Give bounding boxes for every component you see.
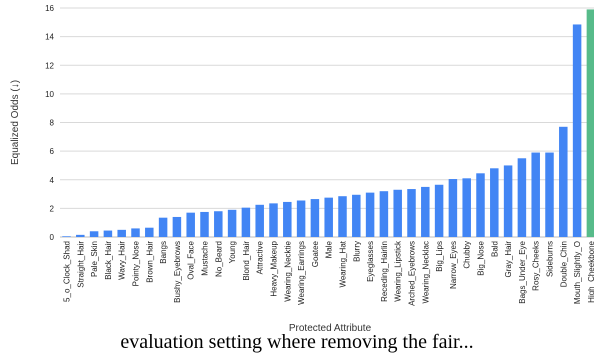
y-tick-label: 8 [50, 119, 55, 128]
x-tick-label: Double_Chin [559, 241, 568, 287]
bar-wearing-earrings [296, 200, 306, 237]
bar-wearing-necklac [421, 186, 430, 237]
x-tick-label: Wearing_Necktie [283, 240, 292, 301]
x-tick-label: Bald [490, 241, 499, 257]
bar-big-nose [476, 173, 485, 237]
x-tick-label: Goatee [311, 240, 320, 267]
bar-wavy-hair [117, 229, 126, 237]
x-tick-label: Heavy_Makeup [270, 240, 279, 296]
x-tick-label: Black_Hair [104, 241, 113, 280]
x-tick-label: Pale_Skin [90, 241, 99, 277]
bar-bags-under-eye [517, 158, 527, 237]
y-tick-label: 6 [50, 147, 55, 156]
x-tick-label: Young [228, 241, 237, 263]
bar-arched-eyebrows [407, 189, 416, 237]
x-tick-label: Bushy_Eyebrows [173, 241, 182, 303]
x-tick-label: Arched_Eyebrows [408, 241, 417, 306]
bar-no-beard [214, 211, 223, 237]
y-tick-label: 10 [45, 90, 54, 99]
x-tick-label: High_Cheekbone [587, 240, 594, 302]
bar-oval-face [186, 212, 195, 237]
x-tick-label: Wearing_Earrings [297, 241, 306, 305]
bar-chubby [462, 178, 471, 237]
x-tick-label: Narrow_Eyes [449, 241, 458, 289]
x-tick-label: Bags_Under_Eye [518, 240, 527, 303]
bar-bald [490, 168, 499, 237]
y-tick-labels: 0 2 4 6 8 10 12 14 16 [45, 4, 54, 242]
x-tick-label: 5_o_Clock_Shad [63, 241, 72, 302]
x-axis-title: Protected Attribute [289, 323, 372, 334]
bar-wearing-necktie [283, 201, 292, 237]
x-tick-label: Big_Nose [477, 240, 486, 275]
bar-receding-hairlin [379, 191, 389, 237]
bar-bushy-eyebrows [172, 216, 182, 237]
y-tick-label: 12 [45, 61, 54, 70]
bars [62, 9, 594, 238]
bar-wearing-hat [338, 196, 347, 237]
bar-bangs [158, 217, 168, 237]
x-tick-label: No_Beard [214, 241, 223, 277]
x-tick-label: Eyeglasses [366, 241, 375, 282]
x-tick-label: Wearing_Hat [339, 240, 348, 287]
bar-straight-hair [76, 234, 85, 237]
equalized-odds-bar-chart: 0 2 4 6 8 10 12 14 16 5_o_Clock_Shad Straight_Hai… [10, 4, 594, 334]
x-tick-label: Sideburns [546, 241, 555, 277]
bar-5-o-clock-shad [62, 236, 71, 237]
x-tick-label: Receding_Hairlin [380, 241, 389, 302]
bar-brown-hair [145, 227, 154, 237]
bar-male [324, 197, 333, 237]
bar-black-hair [103, 230, 113, 237]
bar-mustache [200, 211, 209, 237]
bar-sideburns [545, 152, 554, 237]
x-tick-label: Mouth_Slightly_O [573, 241, 582, 304]
bar-gray-hair [503, 165, 513, 237]
x-tick-label: Wavy_Hair [118, 241, 127, 280]
y-tick-label: 0 [50, 233, 55, 242]
x-tick-label: Mustache [201, 240, 210, 275]
caption-text: evaluation setting where removing the fa… [120, 331, 474, 353]
bar-wearing-lipstick [393, 189, 402, 237]
y-tick-label: 2 [50, 204, 55, 213]
bar-mouth-slightly-o [572, 24, 582, 237]
x-tick-label: Blurry [352, 241, 361, 262]
bar-high-cheekbone [586, 9, 594, 238]
x-tick-label: Straight_Hair [76, 241, 85, 288]
y-axis-title: Equalized Odds (↓) [10, 80, 21, 165]
x-tick-label: Bangs [159, 241, 168, 264]
bar-blond-hair [241, 207, 251, 237]
bar-pale-skin [89, 231, 99, 237]
bar-double-chin [559, 126, 568, 237]
x-tick-label: Wearing_Necklac [421, 241, 430, 304]
y-tick-label: 14 [45, 33, 54, 42]
bar-attractive [255, 204, 264, 237]
bar-young [227, 209, 237, 237]
x-tick-label: Chubby [463, 241, 472, 269]
x-tick-label: Pointy_Nose [132, 240, 141, 286]
x-tick-labels: 5_o_Clock_Shad Straight_Hair Pale_Skin Blac… [63, 240, 594, 306]
x-tick-label: Oval_Face [187, 240, 196, 279]
bar-narrow-eyes [448, 179, 458, 237]
x-tick-label: Wearing_Lipstick [394, 240, 403, 302]
x-tick-label: Male [325, 240, 334, 258]
bar-goatee [310, 199, 320, 237]
bar-blurry [352, 194, 361, 237]
x-tick-label: Brown_Hair [145, 241, 154, 283]
gridlines [60, 7, 594, 238]
x-tick-label: Attractive [256, 240, 265, 274]
bar-heavy-makeup [269, 203, 278, 237]
x-tick-label: Gray_Hair [504, 241, 513, 278]
bar-eyeglasses [365, 192, 375, 237]
y-tick-label: 16 [45, 4, 54, 13]
bar-rosy-cheeks [531, 152, 540, 237]
bar-pointy-nose [131, 228, 140, 237]
bar-big-lips [434, 184, 444, 237]
x-tick-label: Rosy_Cheeks [532, 241, 541, 291]
x-tick-label: Blond_Hair [242, 241, 251, 281]
x-tick-label: Big_Lips [435, 241, 444, 272]
y-tick-label: 4 [50, 176, 55, 185]
